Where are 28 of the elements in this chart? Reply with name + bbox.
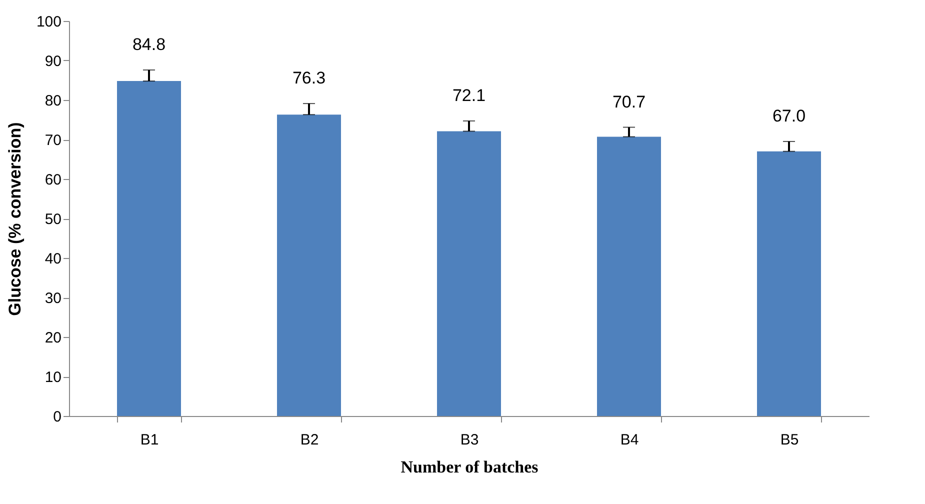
x-tick-label: B4 (620, 432, 639, 448)
bar (757, 151, 821, 416)
y-tick-label: 70 (44, 132, 62, 149)
y-tick-label: 90 (44, 53, 62, 70)
bar (117, 81, 181, 416)
bar (437, 131, 501, 416)
y-axis-title: Glucose (% conversion) (5, 122, 24, 316)
data-label: 72.1 (452, 86, 486, 105)
data-label: 67.0 (772, 106, 806, 126)
y-tick-label: 30 (44, 290, 62, 307)
y-tick-label: 40 (44, 250, 62, 268)
x-tick-label: B5 (780, 432, 799, 448)
y-tick-label: 60 (44, 172, 62, 188)
bar (597, 136, 661, 416)
x-tick-label: B1 (140, 432, 159, 448)
y-tick-label: 0 (53, 408, 62, 426)
x-tick-label: B3 (460, 432, 479, 448)
y-tick-label: 20 (44, 330, 62, 346)
y-tick-label: 10 (44, 369, 62, 386)
y-tick-label: 100 (36, 14, 62, 30)
data-label: 70.7 (612, 92, 646, 112)
bar (277, 114, 341, 416)
data-label: 76.3 (292, 68, 326, 88)
x-tick-label: B2 (300, 432, 319, 448)
data-label: 84.8 (132, 34, 166, 54)
y-tick-label: 50 (44, 211, 62, 228)
x-axis-title: Number of batches (400, 458, 539, 476)
y-tick-label: 80 (44, 92, 62, 110)
